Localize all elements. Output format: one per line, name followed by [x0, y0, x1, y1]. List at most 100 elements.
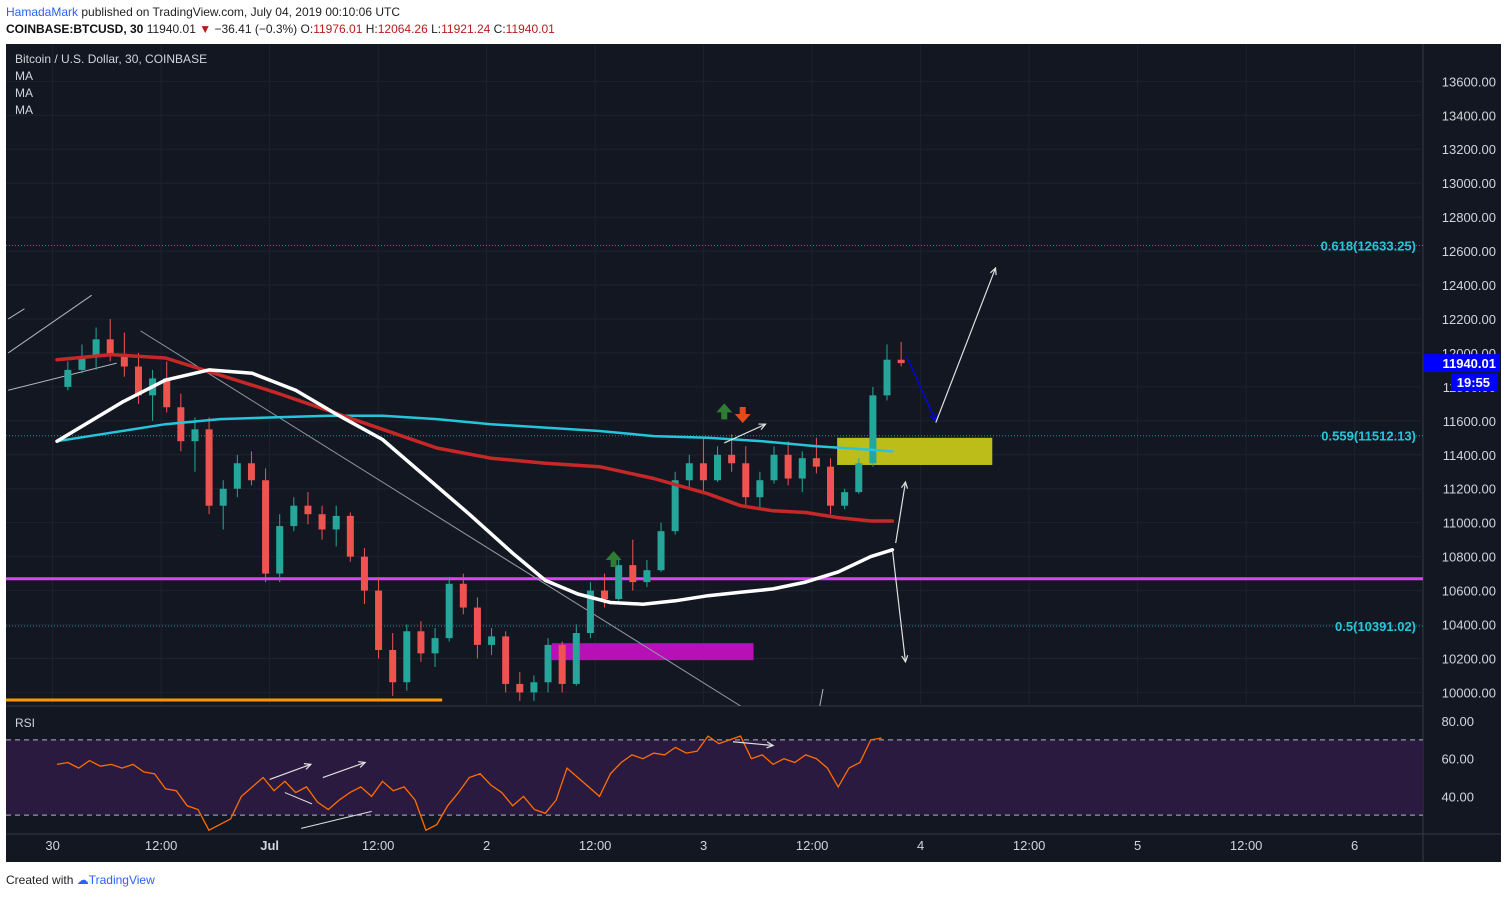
author-link[interactable]: HamadaMark [6, 5, 79, 19]
symbol-label: COINBASE:BTCUSD, 30 [6, 22, 144, 36]
candle-body [177, 407, 185, 442]
up-retest-arrow [895, 481, 907, 544]
last-price-badge [1424, 354, 1500, 373]
candle-body [389, 649, 397, 683]
candle-body [403, 631, 411, 683]
rsi-tick-label: 40.00 [1441, 789, 1474, 804]
legend-ma-1: MA [15, 69, 33, 83]
candle-body [431, 638, 439, 654]
candle-body [276, 526, 284, 574]
legend-title: Bitcoin / U.S. Dollar, 30, COINBASE [15, 52, 208, 66]
price-tick-label: 10200.00 [1442, 651, 1496, 666]
candle-body [841, 492, 849, 506]
candle-body [488, 636, 496, 645]
price-tick-label: 13400.00 [1442, 108, 1496, 123]
candle-body [92, 339, 100, 357]
time-tick-label: 5 [1134, 838, 1141, 853]
trend-arrow-line [7, 294, 93, 354]
trend-stub-line [7, 308, 25, 320]
candle-body [247, 463, 255, 481]
candle-body [318, 514, 326, 530]
rsi-arrow-1 [269, 763, 312, 780]
chart-background [6, 44, 1501, 862]
minor-trend-line [819, 688, 824, 706]
candle-body [827, 466, 835, 506]
chart-canvas[interactable]: 0.618(12633.25) 0.559(11512.13) 0.5(10391.… [6, 44, 1501, 862]
high-label: H: [365, 22, 378, 36]
candle-body [784, 454, 792, 479]
last-price: 11940.01 [146, 22, 196, 36]
time-tick-label: 6 [1351, 838, 1358, 853]
short-trend-arrow [724, 423, 766, 444]
ma-red-line [55, 352, 895, 523]
legend-ma-2: MA [15, 86, 33, 100]
candle-body [572, 633, 580, 684]
candle-body [756, 480, 764, 498]
rsi-line [56, 735, 882, 832]
time-tick-label: 4 [917, 838, 924, 853]
rsi-pane [6, 735, 1423, 832]
candle-body [360, 556, 368, 591]
time-tick-label: 2 [483, 838, 490, 853]
candle-body [699, 463, 707, 481]
candle-body [106, 339, 114, 355]
candle-body [120, 354, 128, 367]
open-label: O: [300, 22, 314, 36]
rsi-arrow-3-head [766, 741, 775, 749]
rsi-arrow-3 [732, 741, 774, 747]
candle-body [601, 590, 609, 600]
candle-body [657, 531, 665, 571]
footer: Created with ☁TradingView [6, 873, 155, 887]
time-tick-label: 12:00 [145, 838, 178, 853]
candle-body [78, 356, 86, 370]
short-trend-arrow-head [758, 423, 767, 430]
green-up-arrow-2 [716, 403, 733, 420]
time-tick-label: 12:00 [796, 838, 829, 853]
time-tick-label: 12:00 [362, 838, 395, 853]
price-tick-label: 10400.00 [1442, 618, 1496, 633]
low-value: 11921.24 [441, 22, 491, 36]
candle-body [855, 463, 863, 493]
candle-body [290, 505, 298, 527]
price-tick-label: 11000.00 [1443, 516, 1496, 531]
candle-body [586, 590, 594, 634]
bearish-projection-arrow-head [901, 655, 909, 664]
rsi-divergence-line [301, 810, 372, 829]
time-tick-label: 12:00 [1230, 838, 1263, 853]
down-triangle-icon: ▼ [199, 22, 212, 36]
candle-body [163, 378, 171, 408]
up-retest-arrow-head [900, 480, 909, 489]
rsi-divergence-line-2 [284, 792, 313, 805]
candle-body [812, 458, 820, 467]
footer-prefix: Created with [6, 873, 74, 887]
candle-body [459, 583, 467, 608]
time-tick-label: 30 [45, 838, 59, 853]
candle-body [883, 359, 891, 396]
chart-area[interactable]: 0.618(12633.25) 0.559(11512.13) 0.5(10391.… [6, 44, 1501, 862]
footer-brand[interactable]: TradingView [88, 873, 155, 887]
bullish-projection-arrow-head [990, 266, 997, 276]
price-tick-label: 10600.00 [1442, 584, 1496, 599]
candle-body [191, 429, 199, 442]
candle-body [346, 515, 354, 557]
fib-label: 0.618(12633.25) [1321, 238, 1416, 253]
time-tick-label: 12:00 [579, 838, 612, 853]
price-tick-label: 12400.00 [1442, 278, 1496, 293]
price-tick-label: 13200.00 [1442, 142, 1496, 157]
bullish-projection-arrow [935, 267, 997, 423]
change-value: −36.41 (−0.3%) [214, 22, 298, 36]
price-tick-label: 11200.00 [1443, 482, 1496, 497]
price-tick-label: 12800.00 [1442, 210, 1496, 225]
candle-body [629, 565, 637, 583]
rsi-arrow-2 [322, 761, 366, 779]
open-value: 11976.01 [313, 22, 363, 36]
price-pane [6, 44, 1423, 706]
candle-body [262, 480, 270, 574]
candle-body [615, 565, 623, 600]
channel-line [8, 362, 117, 391]
time-tick-label: 3 [700, 838, 707, 853]
rsi-band [6, 739, 1423, 816]
rsi-label: RSI [15, 716, 36, 730]
candle-body [530, 682, 538, 693]
ma-cyan-line [55, 414, 894, 453]
